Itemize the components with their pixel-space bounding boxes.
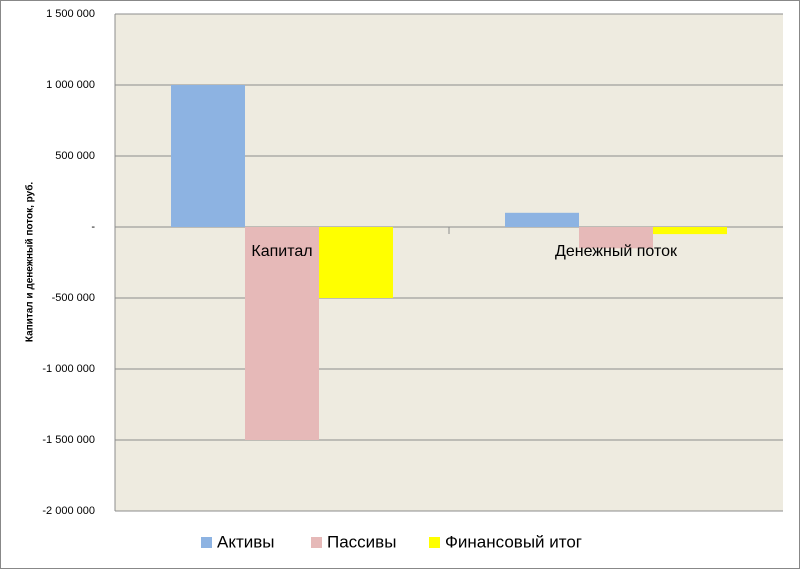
- legend-swatch: [311, 537, 322, 548]
- bar: [319, 227, 393, 298]
- y-tick-label: 500 000: [55, 150, 95, 162]
- y-tick-label: -1 500 000: [42, 434, 95, 446]
- y-tick-label: 1 500 000: [46, 8, 95, 20]
- y-axis-title: Капитал и денежный поток, руб.: [24, 182, 36, 343]
- bar: [171, 85, 245, 227]
- legend-label: Активы: [217, 532, 275, 551]
- bar: [653, 227, 727, 235]
- bar: [505, 212, 579, 227]
- y-tick-label: -1 000 000: [42, 363, 95, 375]
- y-tick-label: -500 000: [52, 292, 95, 304]
- bar: [579, 227, 653, 249]
- y-tick-label: 1 000 000: [46, 79, 95, 91]
- legend-swatch: [429, 537, 440, 548]
- legend-label: Пассивы: [327, 532, 396, 551]
- x-tick-label: Денежный поток: [555, 243, 678, 260]
- y-tick-label: -: [91, 221, 95, 233]
- bar: [245, 227, 319, 440]
- legend-label: Финансовый итог: [445, 532, 582, 551]
- legend-swatch: [201, 537, 212, 548]
- y-tick-label: -2 000 000: [42, 505, 95, 517]
- x-tick-label: Капитал: [251, 243, 312, 260]
